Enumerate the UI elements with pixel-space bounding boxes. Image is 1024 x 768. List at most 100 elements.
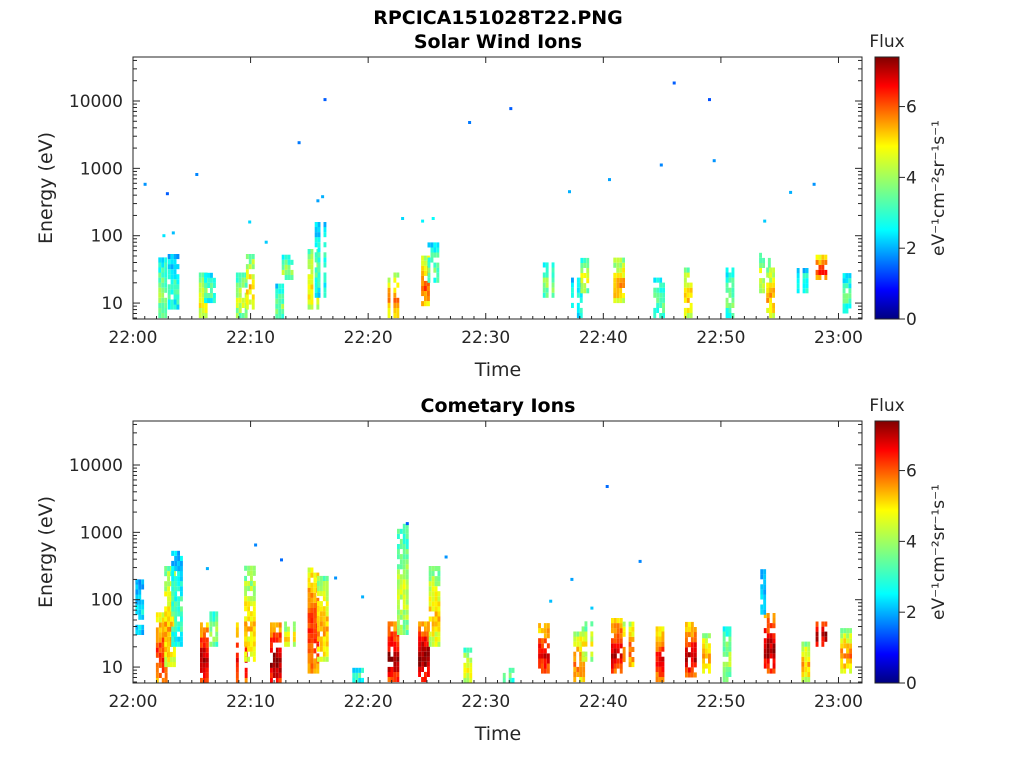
spectrogram-cell bbox=[245, 304, 249, 310]
spectrogram-cell bbox=[546, 643, 550, 649]
spectrogram-cell bbox=[235, 642, 239, 648]
spectrogram-cell bbox=[244, 307, 248, 313]
spectrogram-cell bbox=[322, 621, 326, 627]
spectrogram-cell bbox=[702, 663, 705, 669]
spectrogram-cell bbox=[576, 313, 580, 319]
spectrogram-cell bbox=[541, 643, 544, 649]
spectrogram-cell bbox=[616, 618, 620, 624]
spectrogram-cell bbox=[541, 658, 544, 664]
spectrogram-cell bbox=[434, 566, 438, 572]
spectrogram-cell bbox=[659, 277, 663, 283]
spectrogram-cell bbox=[320, 621, 323, 627]
spectrogram-cell bbox=[430, 242, 434, 248]
spectrogram-cell bbox=[613, 628, 617, 634]
spectrogram-cell bbox=[849, 658, 852, 664]
spectrogram-cell bbox=[581, 656, 585, 662]
spectrogram-cell bbox=[313, 582, 317, 588]
spectrogram-cell bbox=[616, 298, 620, 304]
spectrogram-cell bbox=[840, 633, 844, 639]
spectrogram-cell bbox=[135, 629, 139, 635]
spectrogram-cell bbox=[815, 254, 819, 260]
spectrogram-cell bbox=[402, 589, 406, 595]
spectrogram-cell bbox=[405, 629, 409, 635]
spectrogram-cell bbox=[693, 657, 697, 663]
spectrogram-cell bbox=[235, 277, 239, 283]
spectrogram-cell bbox=[141, 629, 145, 635]
spectrogram-cell bbox=[393, 302, 397, 308]
spectrogram-cell bbox=[584, 656, 588, 662]
y-tick-label: 10000 bbox=[69, 456, 123, 476]
spectrogram-cell bbox=[611, 643, 614, 649]
spectrogram-cell bbox=[631, 657, 635, 663]
spectrogram-cell bbox=[541, 668, 544, 674]
x-tick-label: 22:10 bbox=[226, 692, 275, 712]
spectrogram-cell bbox=[204, 277, 207, 283]
spectrogram-cell bbox=[325, 656, 329, 662]
spectrogram-cell bbox=[573, 677, 577, 683]
spectrogram-cell bbox=[405, 624, 409, 630]
spectrogram-cell bbox=[702, 658, 705, 664]
spectrogram-cell bbox=[278, 637, 282, 643]
spectrogram-cell bbox=[155, 617, 159, 623]
spectrogram-cell bbox=[171, 581, 175, 587]
spectrogram-cell bbox=[393, 661, 397, 667]
spectrogram-cell bbox=[215, 631, 219, 637]
spectrogram-cell bbox=[538, 648, 541, 654]
spectrogram-cell bbox=[616, 628, 620, 634]
spectrogram-cell bbox=[251, 254, 255, 260]
spectrogram-cell bbox=[313, 572, 317, 578]
spectrogram-cell bbox=[167, 284, 171, 290]
spectrogram-cell bbox=[205, 627, 209, 633]
spectrogram-cell bbox=[310, 572, 314, 578]
spectrogram-cell bbox=[164, 611, 168, 617]
spectrogram-cell bbox=[611, 663, 614, 669]
spectrogram-cell bbox=[270, 642, 273, 648]
spectrogram-cell bbox=[613, 282, 617, 288]
spectrogram-cell bbox=[207, 277, 210, 283]
spectrogram-cell bbox=[161, 612, 165, 618]
spectrogram-cell bbox=[397, 528, 400, 534]
spectrogram-cell bbox=[840, 653, 844, 659]
spectrogram-cell bbox=[658, 656, 662, 662]
spectrogram-cell bbox=[177, 621, 180, 627]
spectrogram-cell bbox=[573, 671, 577, 677]
spectrogram-cell bbox=[428, 601, 432, 607]
spectrogram-cell bbox=[846, 658, 849, 664]
spectrogram-cell bbox=[760, 594, 764, 600]
spectrogram-cell bbox=[167, 641, 170, 647]
spectrogram-cell bbox=[284, 631, 287, 637]
spectrogram-cell bbox=[418, 671, 421, 677]
spectrogram-cell bbox=[396, 646, 400, 652]
spectrogram-cell bbox=[402, 574, 406, 580]
spectrogram-cell bbox=[247, 656, 250, 662]
spectrogram-cell bbox=[405, 554, 409, 560]
spectrogram-cell bbox=[396, 272, 400, 278]
spectrogram-cell bbox=[307, 648, 311, 654]
spectrogram-cell bbox=[171, 571, 175, 577]
spectrogram-cell bbox=[708, 663, 711, 669]
spectrogram-cell bbox=[272, 672, 276, 678]
spectrogram-cell bbox=[167, 581, 170, 587]
spectrogram-cell bbox=[653, 292, 657, 298]
spectrogram-cell bbox=[545, 272, 549, 278]
spectrogram-cell bbox=[582, 677, 586, 683]
spectrogram-cell bbox=[815, 259, 819, 265]
spectrogram-cell bbox=[397, 569, 400, 575]
spectrogram-cell bbox=[138, 579, 142, 585]
spectrogram-cell bbox=[244, 621, 247, 627]
spectrogram-cells bbox=[143, 81, 852, 319]
spectrogram-cell bbox=[582, 636, 586, 642]
spectrogram-cell bbox=[281, 264, 285, 270]
spectrogram-cell bbox=[802, 278, 806, 284]
spectrogram-cell bbox=[252, 616, 256, 622]
spectrogram-cell bbox=[248, 264, 252, 270]
spectrogram-cell bbox=[685, 672, 688, 678]
spectrogram-cell bbox=[579, 666, 583, 672]
spectrogram-cell bbox=[434, 586, 438, 592]
spectrogram-cell bbox=[158, 642, 162, 648]
spectrogram-cell bbox=[619, 633, 623, 639]
spectrogram-cell bbox=[659, 302, 663, 308]
spectrogram-cell bbox=[763, 663, 767, 669]
x-tick-label: 23:00 bbox=[814, 692, 863, 712]
spectrogram-cell bbox=[613, 287, 617, 293]
